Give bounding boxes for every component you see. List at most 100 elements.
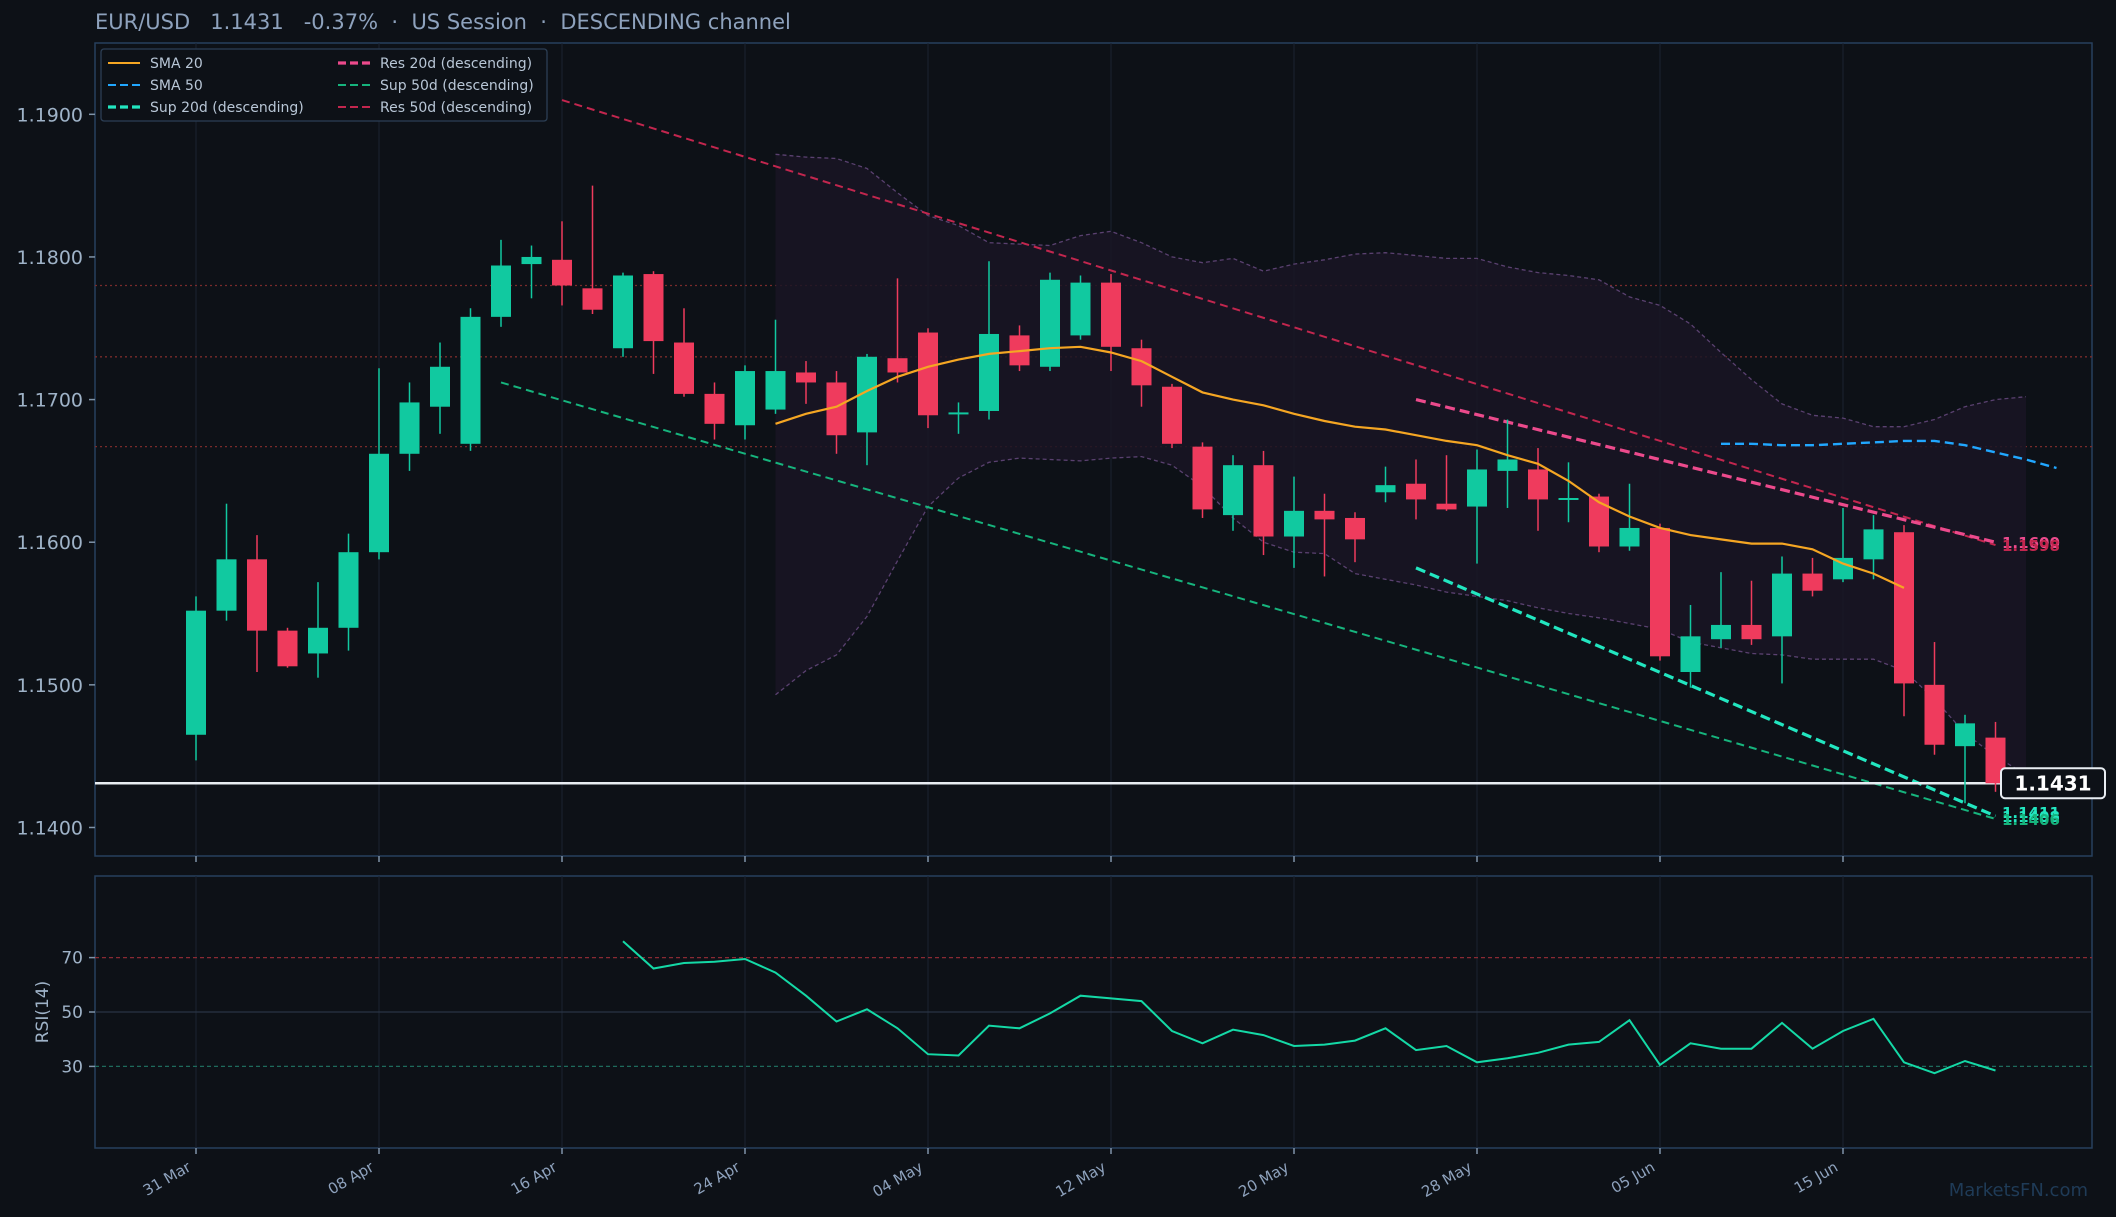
candle — [1223, 455, 1243, 531]
candle — [1680, 604, 1701, 688]
candle-body — [1589, 496, 1609, 547]
candle-body — [1162, 386, 1182, 444]
candle — [338, 533, 359, 651]
rsi-tick-label: 30 — [61, 1057, 83, 1077]
legend-label: SMA 50 — [150, 78, 203, 94]
y-tick-label: 1.1700 — [17, 390, 83, 412]
candle — [613, 272, 633, 357]
candle-body — [887, 358, 908, 373]
candle — [1040, 272, 1060, 372]
candle — [308, 582, 328, 678]
legend-label: SMA 20 — [150, 56, 203, 72]
level-value-label: 1.1411 — [2002, 804, 2060, 822]
chart-title: EUR/USD 1.1431 -0.37% · US Session · DES… — [95, 10, 791, 34]
candle — [1436, 455, 1457, 511]
candle-body — [857, 356, 877, 433]
candle-body — [1467, 469, 1487, 507]
rsi-tick-label: 70 — [61, 949, 83, 969]
y-tick-label: 1.1800 — [17, 247, 83, 269]
candle — [1833, 507, 1853, 583]
title-separator: · — [391, 10, 399, 34]
candle — [1711, 572, 1731, 648]
candle-body — [582, 288, 603, 310]
sup-20d-line — [1415, 566, 1997, 818]
candle — [186, 596, 206, 761]
main-panel: 1.1400 1.1500 1.1600 1.1700 1.1800 1.1900 1.16… — [17, 42, 2106, 862]
x-tick-label: 05 Jun — [1608, 1158, 1658, 1197]
candle-body — [1345, 517, 1365, 540]
candle — [704, 382, 725, 440]
candle-body — [1314, 510, 1335, 520]
candle-body — [1101, 282, 1121, 347]
x-tick-label: 15 Jun — [1791, 1158, 1841, 1197]
candle-body — [1863, 529, 1884, 560]
candle — [735, 365, 755, 440]
bollinger-upper-line — [775, 153, 2027, 428]
candle-body — [704, 393, 725, 424]
candle-body — [1802, 573, 1823, 591]
candle-body — [1619, 527, 1640, 547]
candle — [582, 185, 603, 314]
x-tick-label: 16 Apr — [508, 1157, 561, 1198]
x-tick-label: 20 May — [1235, 1158, 1292, 1201]
candle — [826, 371, 847, 454]
candle — [765, 319, 786, 414]
candle-body — [1650, 527, 1670, 657]
candle — [1497, 419, 1518, 508]
candle — [521, 245, 542, 299]
candle — [1558, 462, 1579, 523]
candle — [277, 627, 298, 668]
candle-body — [948, 412, 969, 415]
symbol-label: EUR/USD — [95, 10, 191, 34]
y-tick-label: 1.1600 — [17, 532, 83, 554]
candle-body — [643, 274, 664, 342]
level-value-label: 1.1406 — [2002, 811, 2060, 829]
price-label: 1.1431 — [210, 10, 284, 34]
candle — [399, 382, 420, 471]
candle-body — [1070, 282, 1091, 336]
candle — [1162, 383, 1182, 449]
level-value-label: 1.1598 — [2002, 537, 2060, 555]
x-tick-label: 12 May — [1052, 1158, 1109, 1201]
candle — [1375, 466, 1396, 503]
candle — [674, 308, 694, 397]
rsi-axis-label: RSI(14) — [33, 981, 53, 1044]
candle-body — [765, 371, 786, 410]
candle — [247, 535, 267, 673]
x-tick-label: 08 Apr — [325, 1157, 378, 1198]
candle-body — [186, 610, 206, 735]
x-tick-label: 28 May — [1418, 1158, 1475, 1201]
candle — [1741, 580, 1762, 645]
candle — [1070, 275, 1091, 340]
rsi-tick-label: 50 — [61, 1003, 83, 1023]
candle-body — [399, 402, 420, 454]
candle — [1253, 450, 1274, 556]
x-tick-label: 31 Mar — [140, 1157, 195, 1199]
candle-body — [674, 342, 694, 394]
candle — [460, 308, 481, 451]
candle-body — [1955, 723, 1975, 747]
legend-label: Sup 20d (descending) — [150, 100, 304, 116]
candle — [1528, 448, 1548, 531]
candle — [491, 239, 511, 327]
bollinger-lower-line — [775, 455, 2027, 776]
candle — [1345, 512, 1365, 563]
candle-body — [979, 333, 999, 411]
candle-body — [552, 259, 572, 286]
candle-body — [1741, 624, 1762, 640]
candle-body — [338, 552, 359, 628]
candle-body — [1131, 348, 1152, 386]
candle-body — [1497, 459, 1518, 471]
candle-body — [1192, 446, 1213, 510]
sma50-line — [1721, 439, 2057, 470]
candle-body — [826, 382, 847, 436]
res-50d-line — [561, 99, 1996, 547]
legend-label: Res 50d (descending) — [380, 100, 532, 116]
candle — [1924, 642, 1945, 755]
res-20d-line — [1415, 398, 1996, 544]
change-label: -0.37% — [303, 10, 379, 34]
legend-label: Sup 50d (descending) — [380, 78, 534, 94]
candle — [1406, 459, 1426, 520]
candle-body — [1223, 465, 1243, 516]
